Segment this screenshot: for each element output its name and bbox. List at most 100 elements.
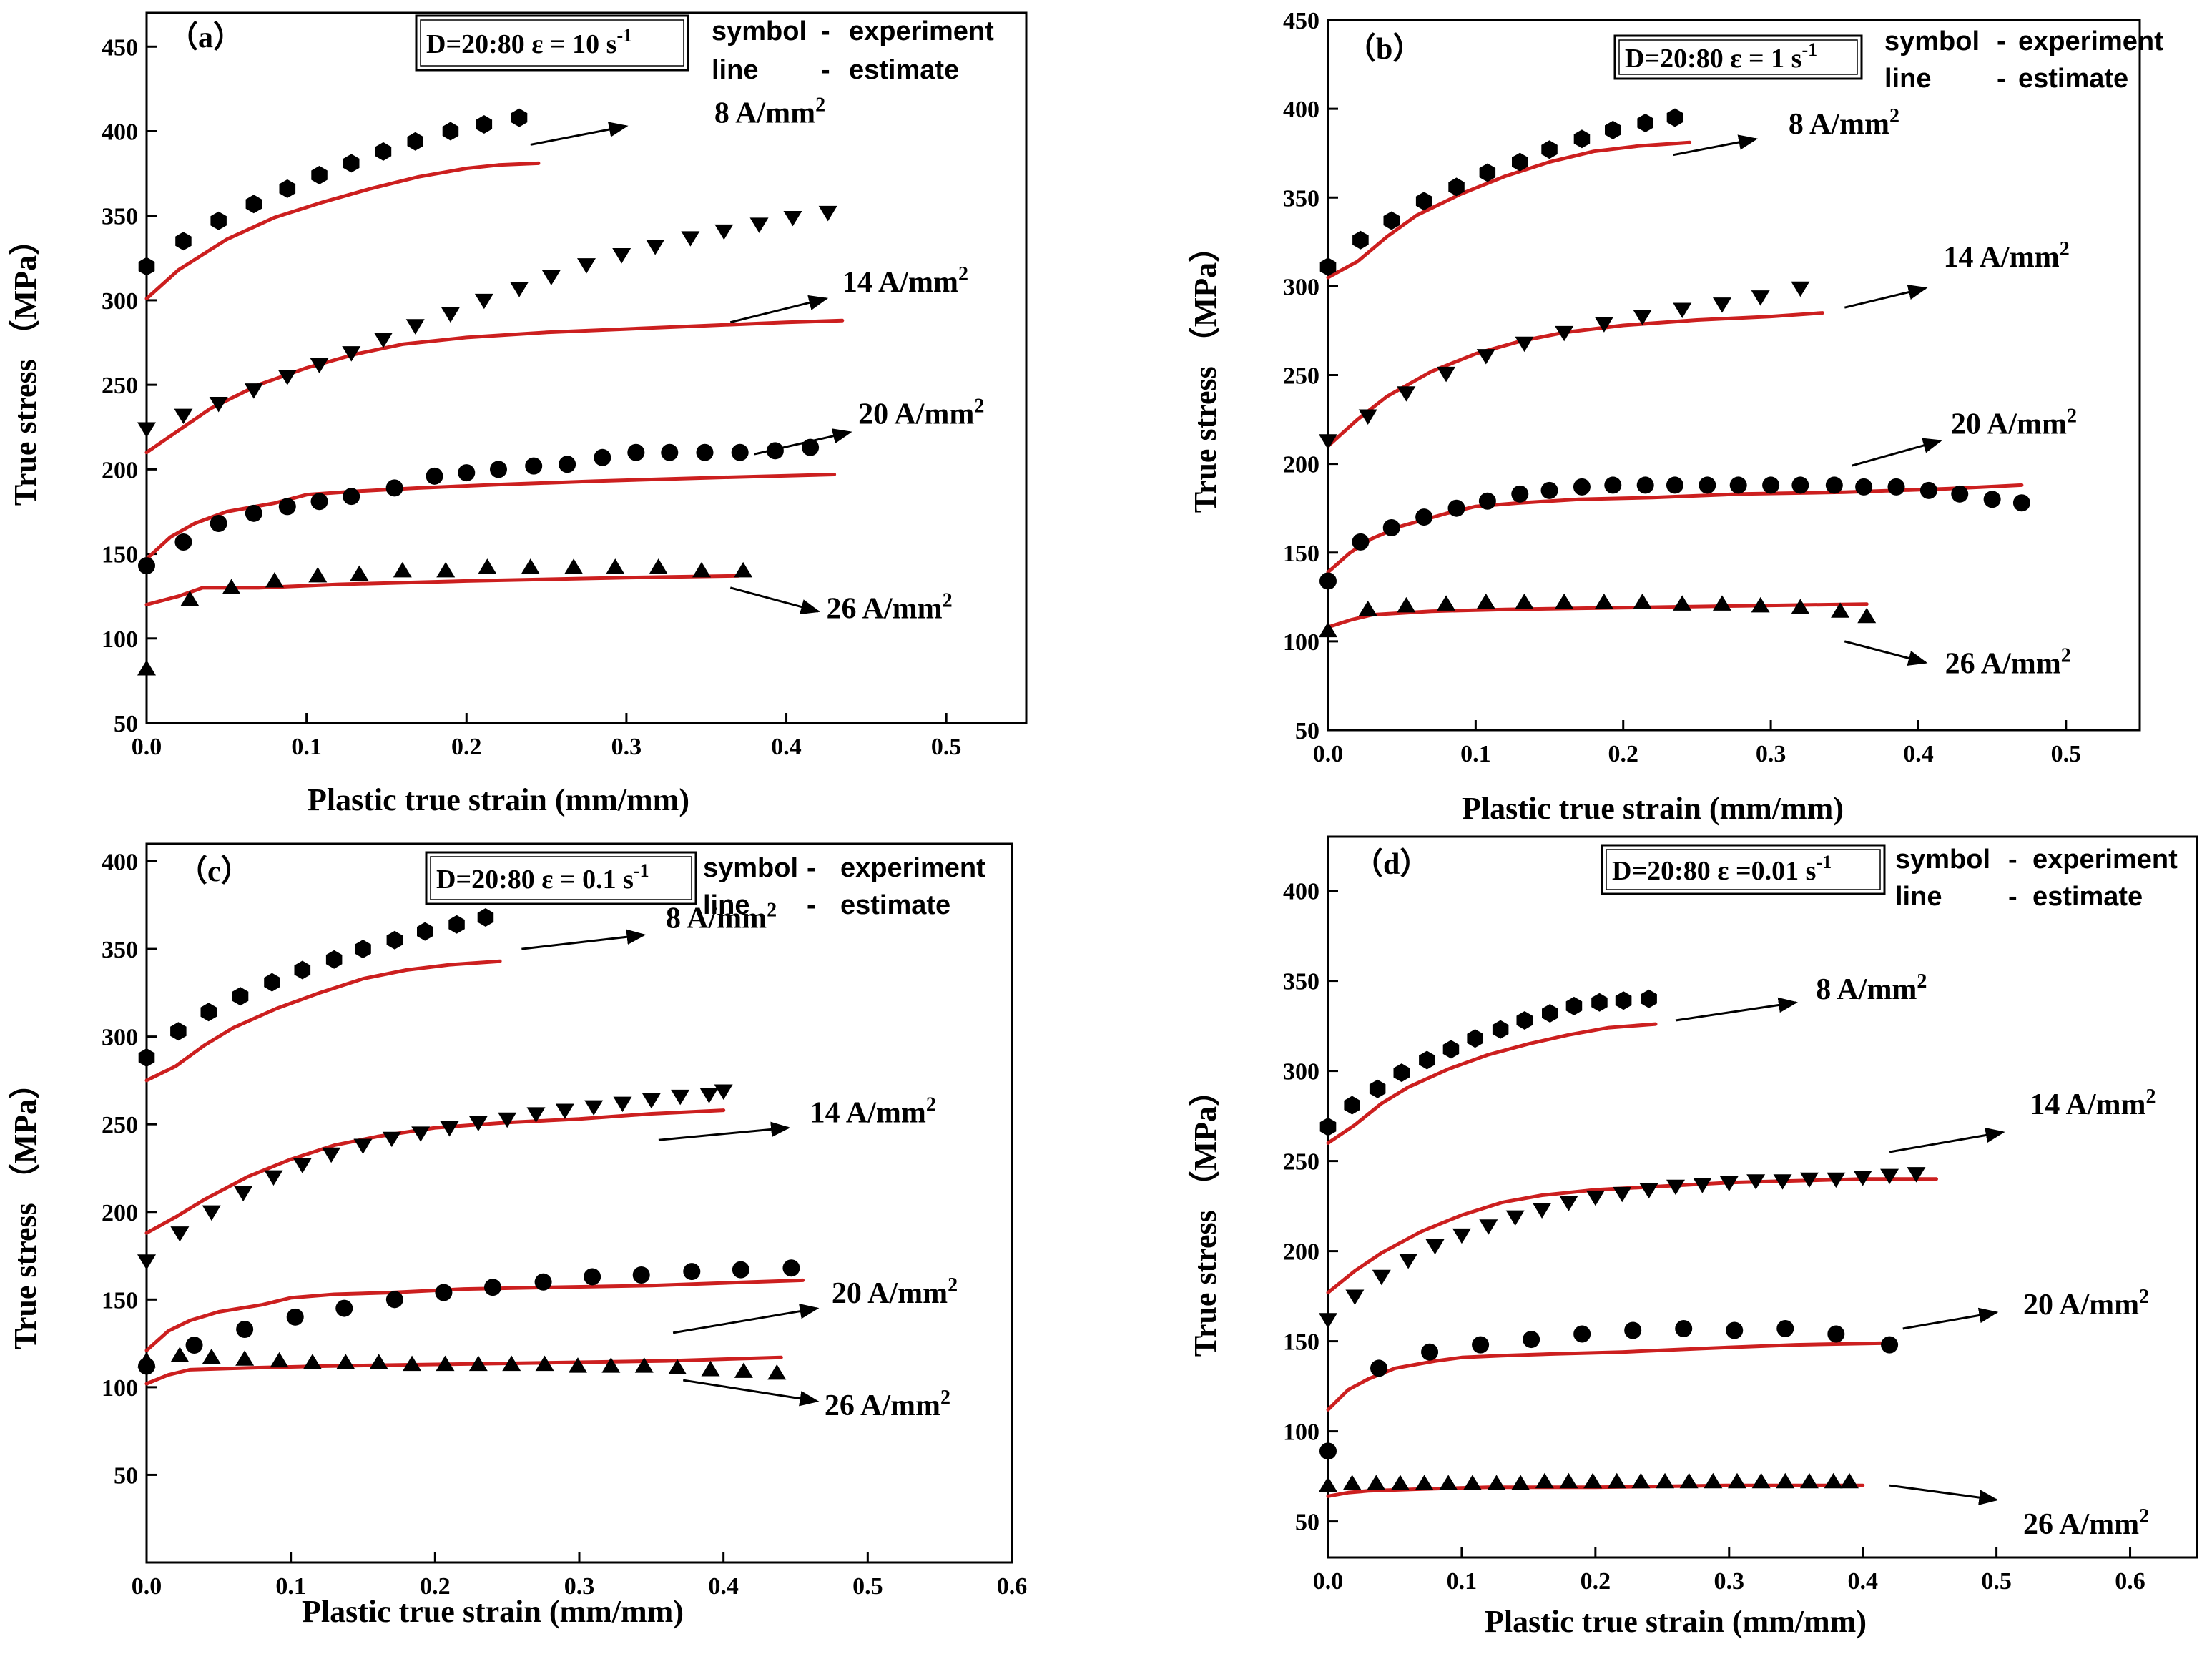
experiment-point (336, 1354, 355, 1369)
estimate-line (1326, 140, 1692, 280)
legend-symbol-label: symbol (1895, 845, 1990, 875)
experiment-point (137, 1352, 156, 1368)
experiment-point (170, 1226, 190, 1242)
experiment-point (175, 232, 192, 251)
y-tick-label: 250 (102, 373, 138, 399)
x-tick-label: 0.4 (1903, 741, 1934, 767)
series-triangle-down: 14 A/mm2 (1319, 238, 2070, 450)
experiment-point (613, 1096, 632, 1113)
experiment-point (1666, 476, 1683, 494)
condition-exponent: -1 (616, 25, 632, 46)
experiment-point (1397, 596, 1416, 613)
experiment-point (1633, 593, 1652, 609)
plot-frame (1327, 835, 2198, 1559)
experiment-point (1442, 1040, 1460, 1059)
series-label-sup: 2 (1917, 970, 1927, 993)
estimate-line (1326, 1341, 1892, 1412)
y-tick-label: 250 (1283, 363, 1319, 390)
condition-text: D=20:80 ε = 0.1 s-1 (436, 860, 649, 895)
experiment-point (1515, 336, 1534, 353)
experiment-point (1824, 1472, 1843, 1489)
series-hexagon: 8 A/mm2 (138, 900, 777, 1083)
experiment-point (1476, 593, 1495, 609)
experiment-point (1673, 302, 1692, 318)
legend-symbol-dash: - (807, 853, 816, 883)
experiment-point (235, 1350, 255, 1366)
condition-rate: = 1 s (1742, 44, 1802, 74)
y-tick-label: 100 (102, 1375, 138, 1402)
condition-epsilon: ε (541, 865, 553, 895)
x-tick-label: 0.6 (2115, 1568, 2145, 1595)
experiment-point (1415, 508, 1433, 526)
experiment-point (350, 565, 369, 581)
experiment-point (699, 1088, 719, 1103)
experiment-point (322, 1147, 341, 1163)
experiment-point (202, 1348, 221, 1364)
experiment-point (1352, 230, 1369, 250)
experiment-point (1887, 478, 1905, 496)
experiment-point (734, 1362, 753, 1378)
x-tick-label: 0.1 (275, 1573, 306, 1600)
experiment-point (1419, 1050, 1435, 1070)
condition-box (1613, 34, 1863, 80)
series-label: 8 A/mm2 (1789, 105, 1899, 141)
experiment-point (1448, 177, 1465, 197)
series-label-text: 8 A/mm (1816, 973, 1917, 1006)
estimate-line (144, 1278, 805, 1352)
experiment-point (671, 1089, 690, 1106)
experiment-point (1512, 152, 1528, 172)
experiment-point (1791, 599, 1810, 614)
experiment-point (403, 1355, 422, 1372)
experiment-point (236, 1320, 254, 1338)
legend-symbol-desc: experiment (840, 853, 985, 883)
experiment-point (222, 579, 241, 594)
experiment-point (1555, 593, 1574, 609)
series-label-text: 8 A/mm (714, 97, 815, 130)
y-tick-label: 450 (102, 34, 138, 61)
experiment-point (185, 1337, 203, 1354)
experiment-point (385, 1291, 403, 1309)
experiment-point (1492, 1020, 1509, 1039)
series-label-sup: 2 (940, 1387, 950, 1409)
series-hexagon: 8 A/mm2 (138, 94, 825, 301)
experiment-point (1573, 478, 1591, 496)
series-label: 20 A/mm2 (858, 395, 984, 431)
annotation-arrow (754, 428, 852, 456)
experiment-point (180, 591, 200, 606)
panel-label: （c） (177, 855, 251, 888)
series-label-sup: 2 (2146, 1086, 2156, 1108)
legend-symbol-label: symbol (703, 853, 798, 883)
series-triangle-down: 14 A/mm2 (137, 205, 968, 455)
y-tick-label: 400 (102, 119, 138, 146)
experiment-point (1344, 1096, 1360, 1115)
experiment-point (138, 557, 155, 575)
legend-line-label: line (712, 55, 758, 85)
experiment-point (1542, 1004, 1558, 1023)
condition-box-inner (1618, 39, 1858, 75)
experiment-point (1369, 1079, 1386, 1098)
series-triangle-down: 14 A/mm2 (1319, 1086, 2156, 1329)
series-label: 8 A/mm2 (1816, 970, 1927, 1006)
experiment-point (353, 1138, 373, 1154)
annotation-arrow (1844, 285, 1928, 309)
x-tick-label: 0.2 (451, 734, 482, 760)
experiment-point (490, 461, 507, 478)
experiment-point (1641, 989, 1657, 1008)
experiment-point (510, 282, 529, 297)
experiment-point (1573, 129, 1591, 149)
experiment-point (1319, 257, 1337, 277)
series-circle: 20 A/mm2 (138, 1259, 958, 1375)
condition-prefix: D=20:80 (1612, 856, 1717, 886)
experiment-point (632, 1266, 650, 1284)
experiment-point (1345, 1289, 1365, 1305)
experiment-point (612, 247, 631, 264)
experiment-point (270, 1352, 289, 1368)
experiment-point (1746, 1174, 1766, 1190)
condition-text: D=20:80 ε =0.01 s-1 (1612, 852, 1832, 886)
experiment-point (526, 1107, 546, 1123)
experiment-point (1358, 600, 1377, 616)
experiment-point (436, 561, 456, 578)
experiment-point (783, 210, 802, 227)
experiment-point (525, 457, 543, 475)
